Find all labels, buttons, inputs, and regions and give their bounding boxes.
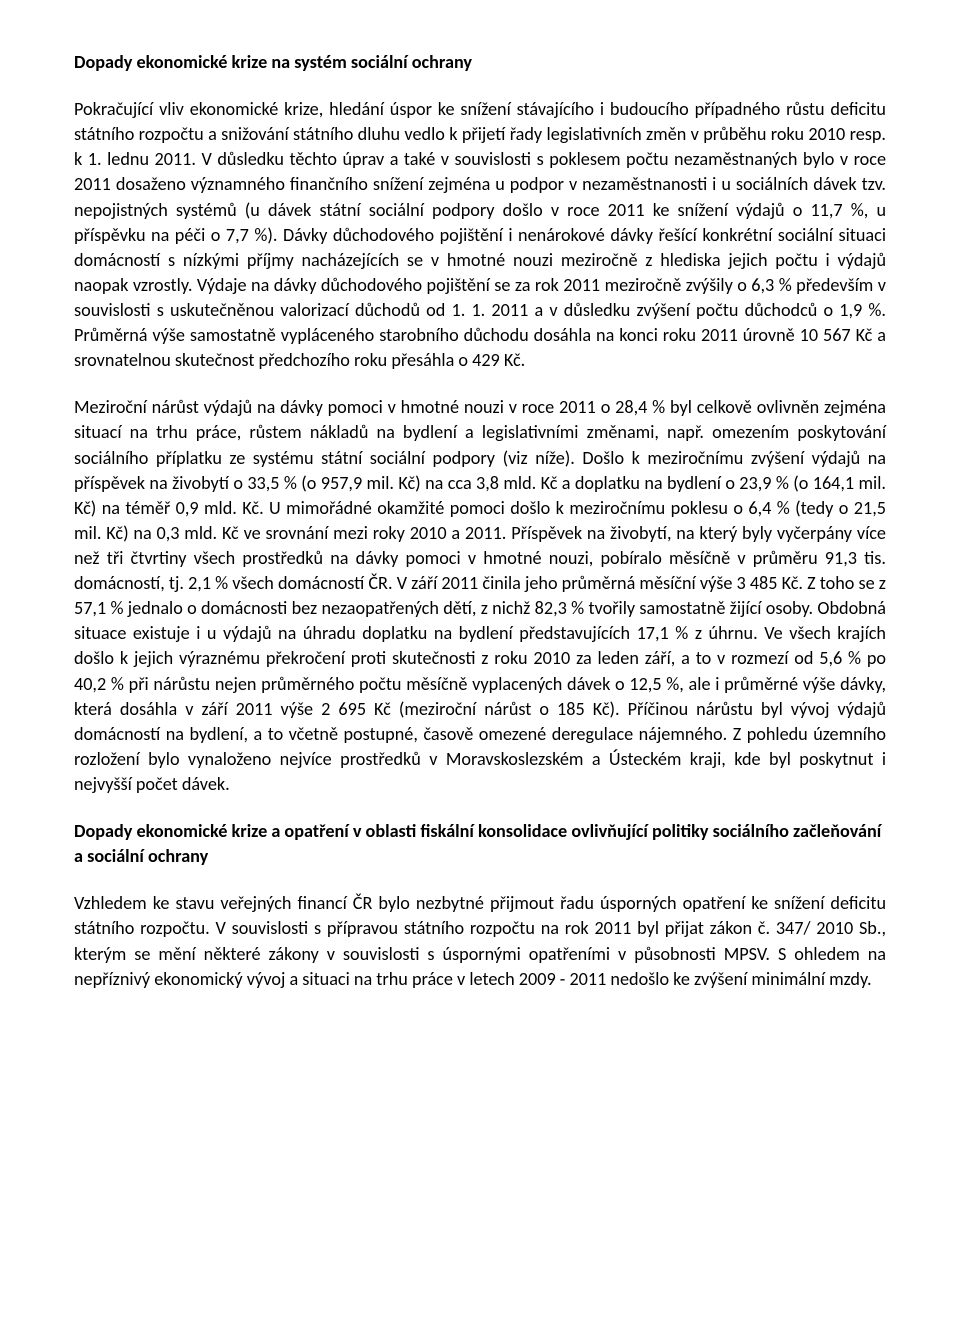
paragraph-3: Vzhledem ke stavu veřejných financí ČR b… xyxy=(74,891,886,991)
paragraph-2: Meziroční nárůst výdajů na dávky pomoci … xyxy=(74,395,886,797)
page-title: Dopady ekonomické krize na systém sociál… xyxy=(74,50,886,75)
section-heading: Dopady ekonomické krize a opatření v obl… xyxy=(74,819,886,869)
document-page: Dopady ekonomické krize na systém sociál… xyxy=(0,0,960,1323)
paragraph-1: Pokračující vliv ekonomické krize, hledá… xyxy=(74,97,886,373)
